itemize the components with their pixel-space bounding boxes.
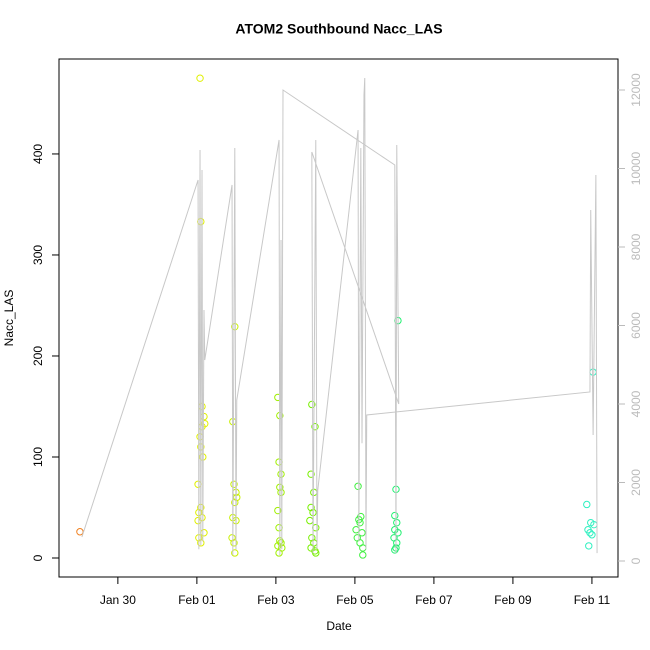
data-point <box>277 488 285 497</box>
x-tick-label: Feb 01 <box>178 593 216 607</box>
data-point <box>391 511 399 520</box>
data-point <box>200 412 208 421</box>
data-point <box>275 549 283 557</box>
data-point <box>307 470 315 478</box>
x-tick-label: Feb 03 <box>257 593 295 607</box>
data-point <box>231 322 239 331</box>
data-point <box>585 542 593 550</box>
y2-tick-label: 2000 <box>629 469 643 496</box>
data-point <box>589 368 597 376</box>
data-point <box>274 506 282 515</box>
data-point <box>306 516 314 525</box>
data-point <box>274 542 282 550</box>
data-point <box>200 529 208 537</box>
y-tick-label: 300 <box>31 245 45 265</box>
y2-tick-label: 10000 <box>629 151 643 185</box>
plot-frame <box>58 58 619 578</box>
data-point <box>308 400 316 409</box>
data-point <box>393 518 401 527</box>
x-tick-label: Feb 09 <box>494 593 532 607</box>
x-axis-label: Date <box>326 619 352 633</box>
y2-tick-label: 8000 <box>629 233 643 260</box>
y2-tick-label: 12000 <box>629 73 643 107</box>
data-point <box>308 534 316 542</box>
y2-tick-label: 6000 <box>629 312 643 339</box>
data-point <box>359 544 367 552</box>
data-point <box>277 470 285 478</box>
y-tick-label: 200 <box>31 346 45 366</box>
data-point <box>391 546 399 554</box>
data-point <box>76 528 84 536</box>
x-tick-label: Feb 07 <box>415 593 453 607</box>
data-point <box>311 422 319 431</box>
data-point <box>394 529 402 537</box>
data-point <box>586 529 594 537</box>
data-point <box>307 503 315 512</box>
data-point <box>196 74 204 82</box>
data-point <box>231 549 239 557</box>
x-tick-label: Feb 11 <box>574 593 611 607</box>
y2-tick-label: 4000 <box>629 390 643 417</box>
x-tick-label: Jan 30 <box>100 593 136 607</box>
data-point <box>231 498 239 507</box>
data-point <box>358 529 366 537</box>
data-point <box>230 539 238 547</box>
altitude-line <box>81 77 598 556</box>
data-point <box>356 518 364 527</box>
data-point <box>588 531 596 539</box>
data-point <box>359 551 367 559</box>
data-point <box>583 500 591 509</box>
chart-title: ATOM2 Southbound Nacc_LAS <box>235 21 442 37</box>
y-axis-label: Nacc_LAS <box>2 290 16 347</box>
data-point <box>230 480 238 488</box>
x-tick-label: Feb 05 <box>336 593 374 607</box>
y-tick-label: 100 <box>31 447 45 467</box>
y-tick-label: 0 <box>31 554 45 561</box>
data-point <box>354 482 362 490</box>
y2-tick-label: 0 <box>629 557 643 564</box>
data-point <box>197 217 205 226</box>
y-tick-label: 400 <box>31 144 45 164</box>
data-point <box>393 539 401 547</box>
data-point <box>228 534 236 542</box>
